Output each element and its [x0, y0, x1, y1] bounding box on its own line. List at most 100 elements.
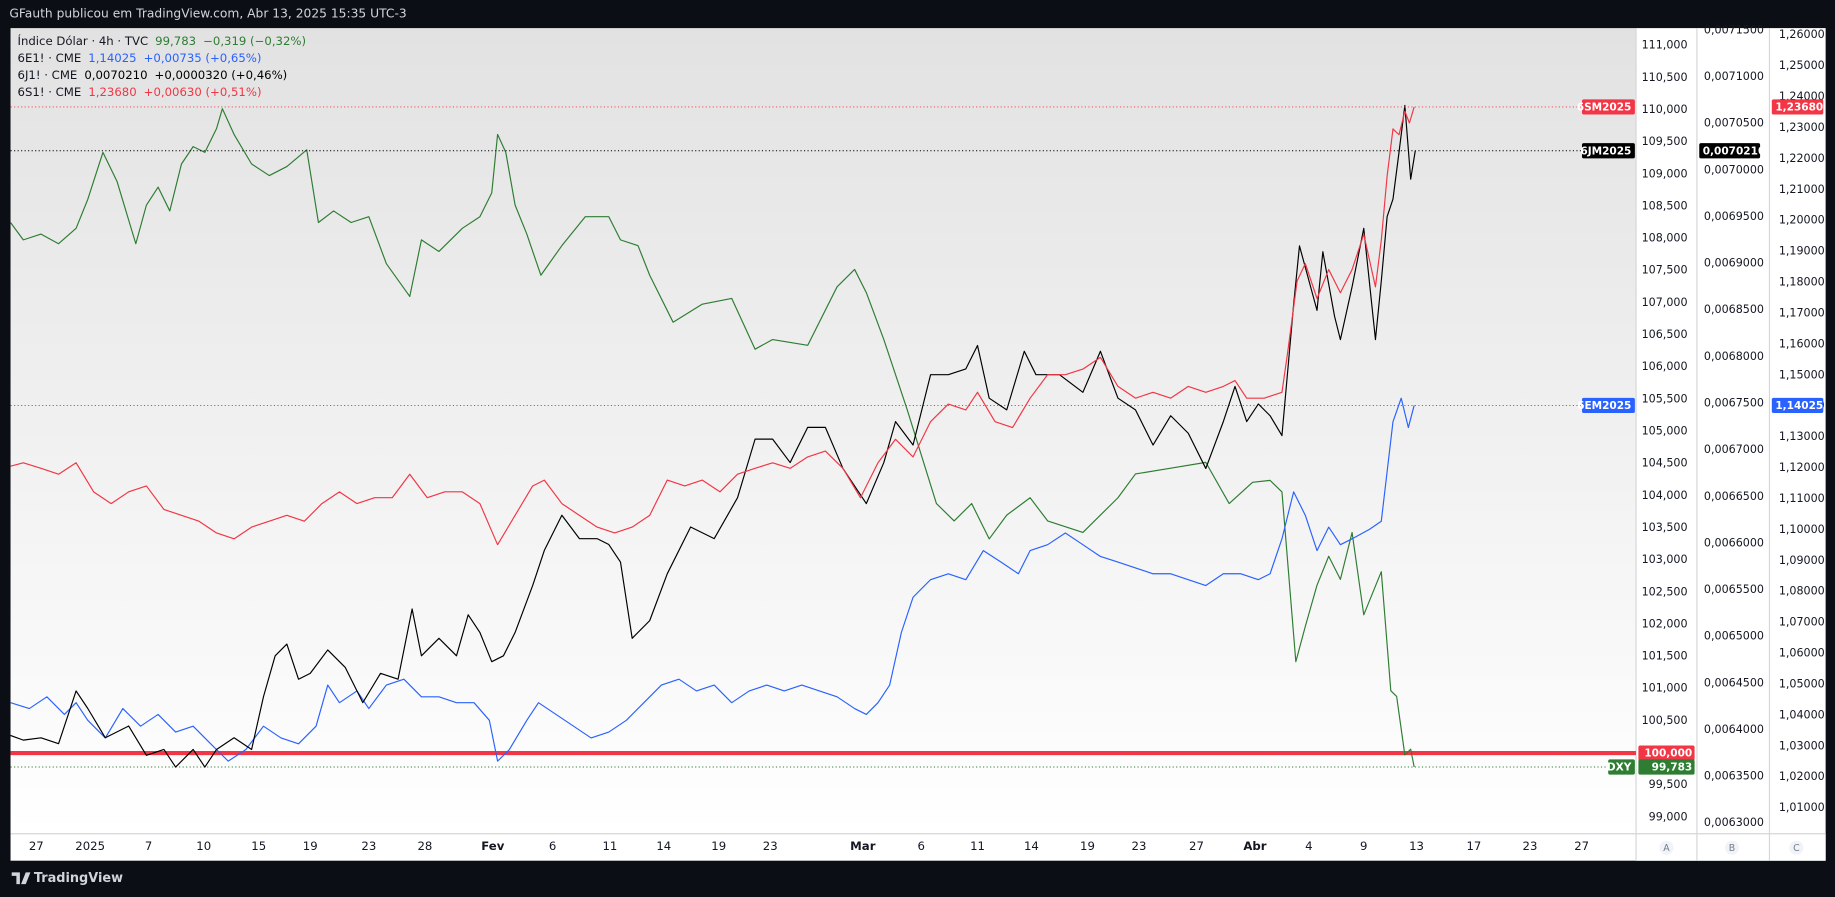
y-tick-label: 0,0070500 [1704, 117, 1764, 130]
x-tick-label: 23 [1523, 839, 1538, 853]
y-tick-label: 1,19000 [1779, 245, 1825, 258]
y-tick-label: 1,16000 [1779, 337, 1825, 350]
y-tick-label: 108,500 [1642, 199, 1688, 212]
legend-name: 6J1! · CME [18, 67, 78, 81]
y-tick-label: 1,11000 [1779, 492, 1825, 505]
y-tick-label: 105,500 [1642, 392, 1688, 405]
y-tick-label: 1,23000 [1779, 121, 1825, 134]
value-tag: 1,14025 [1775, 400, 1823, 412]
x-tick-label: 17 [1466, 839, 1481, 853]
x-tick-label: 11 [970, 839, 985, 853]
series-line [10, 106, 1415, 546]
series-tag-bg [1581, 99, 1635, 115]
y-tick-label: 103,000 [1642, 553, 1688, 566]
y-tick-label: 0,0066500 [1704, 490, 1764, 503]
x-tick-label: 23 [361, 839, 376, 853]
x-tick-label: 27 [1574, 839, 1589, 853]
series-tag: 6JM2025 [1580, 145, 1631, 157]
legend-change: +0,0000320 (+0,46%) [155, 67, 288, 81]
y-tick-label: 0,0064500 [1704, 676, 1764, 689]
y-tick-label: 1,06000 [1779, 647, 1825, 660]
series-tag: 6SM2025 [1577, 102, 1632, 114]
y-tick-label: 0,0063000 [1704, 816, 1764, 829]
bottom-bar: TradingView [11, 871, 123, 886]
x-tick-label: 19 [1080, 839, 1095, 853]
y-tick-label: 0,0071000 [1704, 70, 1764, 83]
x-tick-label: 13 [1409, 839, 1424, 853]
series-tag: DXY [1607, 762, 1632, 774]
y-tick-label: 99,000 [1649, 810, 1688, 823]
series-tag-bg [1581, 397, 1635, 414]
y-tick-label: 1,08000 [1779, 585, 1825, 598]
y-tick-label: 1,13000 [1779, 430, 1825, 443]
y-tick-label: 110,500 [1642, 71, 1688, 84]
x-tick-label: 27 [29, 839, 44, 853]
y-tick-label: 0,0065500 [1704, 583, 1764, 596]
x-tick-label: 10 [196, 839, 211, 853]
value-tag: 1,23680 [1775, 102, 1823, 114]
y-tick-label: 1,10000 [1779, 523, 1825, 536]
legend-entry: 6J1! · CME 0,0070210 +0,0000320 (+0,46%) [18, 67, 288, 81]
legend-entry: 6S1! · CME 1,23680 +0,00630 (+0,51%) [18, 84, 262, 98]
legend-last: 0,0070210 [84, 67, 147, 81]
series-tag: 6EM2025 [1577, 400, 1631, 412]
x-tick-label: 23 [1132, 839, 1147, 853]
y-tick-label: 109,500 [1642, 135, 1688, 148]
y-tick-label: 0,0069500 [1704, 210, 1764, 223]
y-tick-label: 1,02000 [1779, 770, 1825, 783]
x-tick-label: Abr [1243, 839, 1266, 853]
x-tick-label: 14 [656, 839, 671, 853]
axis-name: A [1663, 843, 1670, 854]
series-line [10, 397, 1415, 762]
y-tick-label: 106,500 [1642, 328, 1688, 341]
y-tick-label: 107,500 [1642, 264, 1688, 277]
y-tick-label: 0,0071500 [1704, 23, 1764, 36]
y-tick-label: 0,0068500 [1704, 303, 1764, 316]
legend-entry: Índice Dólar · 4h · TVC 99,783 −0,319 (−0,… [18, 32, 307, 47]
price-axes [1636, 28, 1826, 861]
value-tag-bg [1699, 143, 1761, 159]
y-tick-label: 0,0065000 [1704, 630, 1764, 643]
x-tick-label: 6 [549, 839, 556, 853]
x-tick-label: 27 [1189, 839, 1204, 853]
y-tick-label: 1,17000 [1779, 306, 1825, 319]
x-tick-label: Mar [850, 839, 876, 853]
legend-last: 99,783 [155, 33, 196, 47]
value-tag-bg [1771, 397, 1824, 414]
legend-change: +0,00630 (+0,51%) [144, 84, 262, 98]
y-tick-label: 1,09000 [1779, 554, 1825, 567]
legend-name: 6S1! · CME [18, 84, 82, 98]
x-tick-label: 15 [251, 839, 266, 853]
y-tick-label: 1,20000 [1779, 214, 1825, 227]
axis-badge [1724, 840, 1740, 855]
legend-change: +0,00735 (+0,65%) [144, 50, 262, 64]
y-tick-label: 0,0068000 [1704, 350, 1764, 363]
y-tick-label: 1,04000 [1779, 708, 1825, 721]
x-tick-label: 28 [417, 839, 432, 853]
value-tag: 99,783 [1652, 762, 1693, 774]
y-tick-label: 111,000 [1642, 39, 1688, 52]
y-tick-label: 0,0067000 [1704, 443, 1764, 456]
x-tick-label: 19 [711, 839, 726, 853]
y-tick-label: 101,500 [1642, 650, 1688, 663]
level-tag-bg [1638, 745, 1695, 761]
plot [10, 104, 1637, 768]
x-tick-label: 2025 [75, 839, 105, 853]
y-tick-label: 1,07000 [1779, 616, 1825, 629]
legend-change: −0,319 (−0,32%) [203, 33, 306, 47]
y-tick-label: 105,000 [1642, 425, 1688, 438]
y-tick-label: 1,25000 [1779, 59, 1825, 72]
y-tick-label: 102,000 [1642, 617, 1688, 630]
chart-pane [10, 28, 1637, 834]
x-tick-label: 19 [303, 839, 318, 853]
y-tick-label: 100,500 [1642, 714, 1688, 727]
y-tick-label: 110,000 [1642, 103, 1688, 116]
y-tick-label: 0,0064000 [1704, 723, 1764, 736]
y-tick-label: 0,0070000 [1704, 163, 1764, 176]
x-tick-label: 9 [1360, 839, 1367, 853]
y-tick-label: 1,21000 [1779, 183, 1825, 196]
y-tick-label: 1,18000 [1779, 276, 1825, 289]
y-tick-label: 101,000 [1642, 682, 1688, 695]
